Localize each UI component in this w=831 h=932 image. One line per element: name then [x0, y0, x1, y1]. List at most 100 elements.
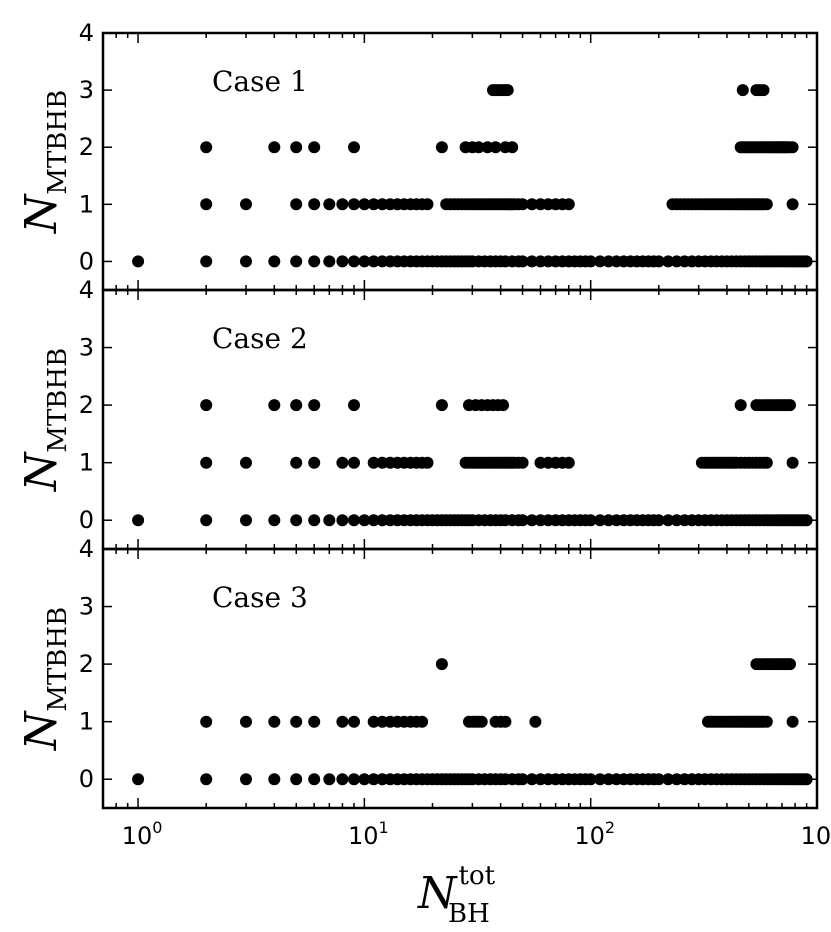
data-point [290, 773, 303, 786]
x-tick-label: 102 [574, 818, 615, 850]
data-point [336, 773, 349, 786]
y-axis-label: NMTBHB [16, 90, 73, 234]
data-point [475, 715, 488, 728]
y-axis-label: NMTBHB [16, 607, 73, 751]
data-point [734, 399, 747, 412]
data-point [290, 198, 303, 211]
data-point [367, 514, 380, 527]
data-point [525, 514, 538, 527]
data-point [421, 198, 434, 211]
data-point [435, 658, 448, 671]
panel-case-3: 0 1 2 3 4 Case 3 NMTBHB [16, 535, 819, 810]
data-point [323, 255, 336, 268]
data-point [132, 514, 145, 527]
y-tick-label: 0 [79, 506, 94, 534]
data-point [784, 658, 796, 671]
data-point [308, 399, 321, 412]
data-point [525, 255, 538, 268]
y-tick-label: 4 [79, 19, 94, 47]
data-point [421, 456, 434, 469]
data-point [416, 715, 429, 728]
data-point [501, 84, 514, 97]
data-point [435, 399, 448, 412]
data-point [240, 456, 252, 469]
data-point [323, 198, 336, 211]
plot-frame [101, 31, 819, 292]
data-points [132, 84, 813, 268]
data-point [506, 141, 519, 154]
data-point [336, 456, 349, 469]
data-point [200, 399, 213, 412]
y-tick-label: 1 [79, 190, 94, 218]
data-point [308, 255, 321, 268]
data-point [497, 399, 510, 412]
data-point [358, 198, 371, 211]
data-point [268, 141, 281, 154]
data-point [584, 773, 597, 786]
data-point [348, 399, 360, 412]
data-point [240, 715, 252, 728]
panel-case-1: 0 1 2 3 4 Case 1 NMTBHB [16, 19, 819, 292]
data-point [348, 773, 360, 786]
data-point [736, 84, 749, 97]
y-tick-label: 3 [79, 334, 94, 362]
data-point [336, 715, 349, 728]
data-point [562, 198, 575, 211]
data-points [132, 399, 813, 527]
data-point [268, 255, 281, 268]
data-point [525, 198, 538, 211]
x-axis-label-sub: BH [448, 899, 490, 929]
data-point [760, 456, 773, 469]
data-point [786, 198, 799, 211]
data-point [516, 773, 529, 786]
data-point [757, 84, 770, 97]
data-point [516, 255, 529, 268]
data-point [336, 255, 349, 268]
data-point [367, 773, 380, 786]
data-point [200, 456, 213, 469]
data-point [662, 255, 675, 268]
data-point [308, 715, 321, 728]
data-point [662, 514, 675, 527]
data-point [308, 456, 321, 469]
data-point [290, 514, 303, 527]
y-tick-label: 2 [79, 391, 94, 419]
x-axis-label-text: Ntot [417, 861, 496, 919]
data-point [323, 514, 336, 527]
data-point [200, 141, 213, 154]
y-tick-label: 0 [79, 247, 94, 275]
y-tick-label: 3 [79, 76, 94, 104]
data-point [594, 255, 607, 268]
data-point [308, 198, 321, 211]
y-tick-label: 0 [79, 765, 94, 793]
data-point [516, 456, 529, 469]
data-point [516, 198, 529, 211]
data-point [800, 773, 813, 786]
y-tick-label: 4 [79, 535, 94, 563]
plot-frame [101, 547, 819, 810]
data-point [584, 514, 597, 527]
y-axis-label: NMTBHB [16, 348, 73, 492]
data-point [367, 255, 380, 268]
data-point [652, 514, 665, 527]
data-point [367, 198, 380, 211]
data-point [132, 773, 145, 786]
data-point [290, 715, 303, 728]
data-point [562, 456, 575, 469]
y-tick-label: 2 [79, 133, 94, 161]
case-label: Case 2 [212, 322, 308, 355]
data-point [525, 773, 538, 786]
data-point [240, 514, 252, 527]
data-point [308, 141, 321, 154]
data-point [200, 514, 213, 527]
data-point [290, 141, 303, 154]
data-point [472, 141, 485, 154]
data-point [348, 514, 360, 527]
data-point [290, 255, 303, 268]
data-point [435, 141, 448, 154]
data-point [268, 715, 281, 728]
data-point [652, 773, 665, 786]
data-point [800, 255, 813, 268]
